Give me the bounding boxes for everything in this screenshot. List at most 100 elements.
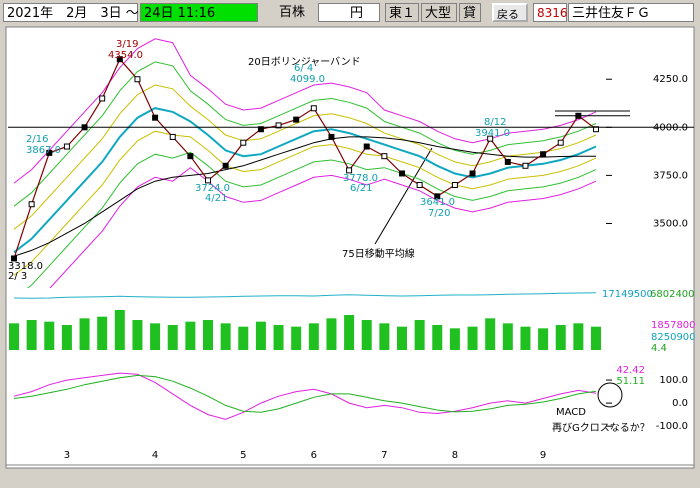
point-price: 4099.0 bbox=[290, 74, 325, 85]
y-tick-label: 100.0 bbox=[659, 375, 688, 386]
price-marker bbox=[328, 133, 335, 140]
point-price: 3778.0 bbox=[343, 173, 378, 184]
price-marker bbox=[63, 143, 70, 150]
volume-bar bbox=[485, 318, 496, 350]
price-marker bbox=[222, 162, 229, 169]
price-marker bbox=[134, 76, 141, 83]
price-marker bbox=[293, 116, 300, 123]
market: 東１ bbox=[385, 3, 419, 22]
stock-code: 8316 bbox=[533, 3, 568, 22]
x-tick-label: 8 bbox=[452, 450, 458, 461]
price-marker bbox=[257, 126, 264, 133]
price-marker bbox=[46, 149, 53, 156]
volume-readout: 1857800 bbox=[651, 320, 696, 331]
price-marker bbox=[205, 177, 211, 184]
highlight-circle bbox=[597, 382, 623, 408]
x-tick-label: 9 bbox=[540, 450, 546, 461]
y-tick-label: -100.0 bbox=[656, 421, 688, 432]
price-marker bbox=[451, 182, 458, 188]
volume-bar bbox=[591, 326, 601, 350]
price-marker bbox=[275, 122, 282, 129]
volume-bar bbox=[273, 325, 284, 350]
point-date: 3/19 bbox=[116, 39, 138, 50]
price-marker bbox=[152, 114, 159, 121]
annotation: 75日移動平均線 bbox=[342, 247, 415, 260]
y-tick-label: 3750.0 bbox=[653, 170, 688, 181]
volume-bar bbox=[44, 321, 55, 350]
price-marker bbox=[540, 151, 547, 158]
point-date: 6/21 bbox=[350, 183, 372, 194]
point-date: 8/12 bbox=[484, 117, 506, 128]
volume-readout: 4.4 bbox=[651, 343, 667, 354]
volume-bar bbox=[414, 320, 425, 350]
volume-bar bbox=[344, 315, 355, 350]
volume-bar bbox=[9, 323, 19, 350]
volume-bar bbox=[538, 328, 549, 350]
series-line bbox=[13, 107, 597, 254]
price-marker bbox=[434, 193, 441, 200]
price-marker bbox=[310, 105, 317, 112]
volume-bar bbox=[114, 310, 125, 350]
volume-bar bbox=[432, 325, 443, 350]
volume-bar bbox=[26, 320, 37, 350]
volume-bar bbox=[467, 326, 478, 350]
volume-bar bbox=[238, 326, 249, 350]
macd-readout: 42.42 bbox=[616, 365, 645, 376]
volume-bar bbox=[308, 323, 319, 350]
price-marker bbox=[169, 133, 176, 140]
point-price: 3867.0 bbox=[26, 145, 61, 156]
y-tick-label: 4250.0 bbox=[653, 74, 688, 85]
volume-bar bbox=[167, 325, 178, 350]
volume-bar bbox=[203, 320, 213, 350]
volume-bar bbox=[79, 318, 90, 350]
back-button[interactable]: 戻る bbox=[492, 3, 528, 22]
volume-bar bbox=[255, 321, 266, 350]
volume-bar bbox=[61, 325, 72, 350]
price-marker bbox=[504, 158, 511, 165]
point-price: 4354.0 bbox=[108, 50, 143, 61]
point-price: 3641.0 bbox=[420, 197, 455, 208]
volume-readout: 8250900 bbox=[651, 332, 696, 343]
point-date: 4/21 bbox=[205, 193, 227, 204]
series-line bbox=[13, 58, 597, 259]
point-date: 2/ 3 bbox=[8, 271, 27, 282]
price-marker bbox=[99, 95, 106, 102]
x-tick-label: 3 bbox=[64, 450, 70, 461]
price-marker bbox=[381, 153, 388, 160]
annotation: MACD bbox=[556, 407, 586, 418]
series-line bbox=[13, 136, 596, 257]
volume-bar bbox=[185, 321, 196, 350]
x-tick-label: 7 bbox=[381, 450, 387, 461]
y-tick-label: 3500.0 bbox=[653, 218, 688, 229]
pointer-line bbox=[374, 147, 433, 245]
volume-bar bbox=[361, 320, 372, 350]
price-marker bbox=[346, 167, 353, 174]
price-marker bbox=[363, 143, 370, 150]
volume-bar bbox=[555, 325, 566, 350]
margin: 貸 bbox=[459, 3, 481, 22]
point-price: 3941.0 bbox=[475, 128, 510, 139]
price-layer bbox=[11, 38, 599, 288]
stock-name: 三井住友ＦＧ bbox=[568, 3, 694, 22]
size: 大型 bbox=[421, 3, 457, 22]
series-line bbox=[13, 372, 597, 420]
point-date: 2/16 bbox=[26, 134, 48, 145]
volume-bar bbox=[326, 318, 337, 350]
y-tick-label: 0.0 bbox=[672, 398, 688, 409]
point-date: 7/20 bbox=[428, 208, 450, 219]
plot-frame bbox=[5, 26, 695, 469]
volume-bar bbox=[573, 323, 584, 350]
volume-bar bbox=[379, 323, 390, 350]
annotation: 20日ボリンジャーバンド bbox=[248, 56, 361, 68]
x-tick-label: 4 bbox=[152, 450, 158, 461]
price-marker bbox=[416, 182, 423, 188]
date-to: 24日 11:16 bbox=[140, 3, 258, 22]
price-marker bbox=[487, 135, 494, 142]
series-line bbox=[13, 130, 597, 276]
price-marker bbox=[469, 170, 476, 177]
series-line bbox=[13, 84, 597, 230]
volume-bar bbox=[502, 323, 513, 350]
currency-select[interactable]: 円 bbox=[318, 3, 380, 22]
